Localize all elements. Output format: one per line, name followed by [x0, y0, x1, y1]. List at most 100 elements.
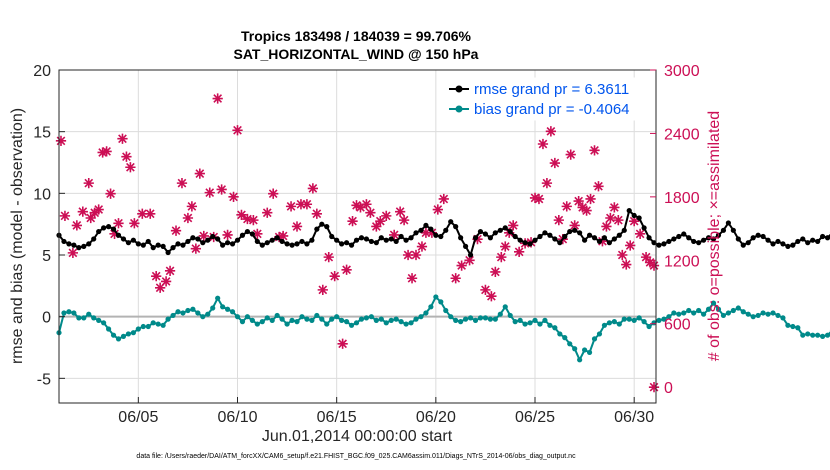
- bias-point: [130, 330, 136, 336]
- rmse-point: [740, 242, 746, 248]
- assimilated-marker: [597, 236, 608, 247]
- assimilated-marker: [83, 177, 94, 189]
- bias-point: [165, 316, 171, 322]
- rmse-point: [234, 237, 241, 243]
- x-tick-label: 06/15: [317, 409, 357, 426]
- bias-point: [224, 306, 231, 312]
- rmse-point: [140, 242, 146, 248]
- x-tick-label: 06/30: [614, 409, 654, 426]
- rmse-point: [388, 236, 394, 242]
- rmse-point: [760, 233, 766, 240]
- bias-point: [572, 346, 578, 352]
- y-tick-label-left: 5: [42, 248, 51, 265]
- x-tick-label: 06/05: [118, 409, 158, 426]
- bias-point: [195, 310, 201, 316]
- assimilated-marker: [55, 135, 67, 146]
- rmse-point: [115, 232, 122, 238]
- rmse-point: [314, 226, 320, 232]
- rmse-point: [755, 232, 761, 238]
- assimilated-marker: [176, 177, 188, 189]
- rmse-point: [96, 228, 102, 235]
- bias-point: [661, 316, 667, 322]
- rmse-point: [343, 240, 350, 246]
- bias-point: [423, 310, 429, 316]
- bias-point: [735, 305, 741, 311]
- assimilated-marker: [232, 125, 243, 136]
- assimilated-marker: [569, 220, 580, 231]
- rmse-point: [244, 228, 251, 235]
- legend-rmse-label: rmse grand pr = 6.3611: [474, 81, 629, 98]
- y-tick-label-right: 2400: [664, 126, 700, 143]
- assimilated-marker: [186, 201, 198, 212]
- assimilated-marker: [613, 214, 624, 226]
- bias-point: [150, 320, 156, 326]
- assimilated-marker: [635, 228, 646, 239]
- rmse-point: [502, 225, 508, 231]
- bias-point: [408, 320, 414, 326]
- bias-point: [740, 309, 746, 315]
- bias-point: [542, 317, 548, 323]
- rmse-point: [552, 236, 558, 242]
- bias-point: [388, 317, 394, 323]
- bias-point: [210, 305, 216, 311]
- assimilated-marker: [204, 187, 215, 198]
- rmse-point: [383, 237, 389, 243]
- bias-point: [820, 333, 826, 339]
- rmse-point: [671, 236, 677, 242]
- bias-point: [631, 317, 637, 323]
- assimilated-marker: [375, 216, 386, 227]
- rmse-point: [279, 238, 285, 245]
- rmse-point: [239, 232, 246, 238]
- rmse-point: [76, 245, 82, 251]
- bias-point: [487, 316, 493, 322]
- bias-point: [91, 315, 97, 321]
- rmse-point: [329, 233, 335, 240]
- assimilated-marker: [601, 221, 612, 232]
- rmse-point: [210, 233, 216, 240]
- bias-point: [805, 331, 811, 337]
- y-tick-label-right: 3000: [664, 63, 700, 80]
- x-tick-label: 06/20: [416, 409, 456, 426]
- bias-point: [348, 322, 355, 328]
- rmse-point: [185, 238, 191, 245]
- assimilated-marker: [609, 202, 620, 213]
- rmse-point: [581, 237, 588, 243]
- assimilated-marker: [198, 230, 209, 242]
- legend-bias-label: bias grand pr = -0.4064: [474, 101, 630, 118]
- rmse-point: [299, 238, 305, 245]
- rmse-point: [651, 240, 657, 246]
- bias-point: [517, 317, 523, 323]
- assimilated-marker: [395, 206, 406, 217]
- assimilated-marker: [242, 213, 253, 225]
- bias-point: [596, 331, 603, 337]
- bias-point: [438, 299, 444, 305]
- bias-point: [616, 321, 622, 327]
- assimilated-marker: [398, 214, 410, 226]
- y-tick-label-right: 600: [664, 317, 691, 334]
- bias-point: [274, 312, 280, 319]
- rmse-point: [795, 238, 801, 245]
- assimilated-marker: [514, 246, 525, 257]
- rmse-point: [686, 235, 692, 241]
- assimilated-marker: [109, 228, 120, 239]
- bias-point: [383, 320, 389, 326]
- bias-point: [586, 349, 593, 356]
- assimilated-marker: [585, 193, 596, 205]
- assimilated-marker: [490, 266, 501, 278]
- bias-point: [646, 323, 652, 330]
- rmse-point: [254, 238, 260, 245]
- assimilated-marker: [496, 251, 507, 263]
- rmse-point: [358, 235, 365, 241]
- assimilated-marker: [93, 204, 104, 215]
- assimilated-marker: [170, 225, 182, 236]
- rmse-point: [681, 231, 687, 237]
- bias-point: [76, 315, 82, 321]
- legend: rmse grand pr = 6.3611 bias grand pr = -…: [446, 77, 653, 121]
- rmse-point: [125, 240, 132, 246]
- rmse-point: [710, 236, 717, 242]
- bias-point: [715, 306, 722, 312]
- rmse-point: [606, 240, 612, 246]
- assimilated-marker: [553, 214, 564, 226]
- rmse-point: [785, 243, 791, 249]
- rmse-point: [522, 240, 528, 246]
